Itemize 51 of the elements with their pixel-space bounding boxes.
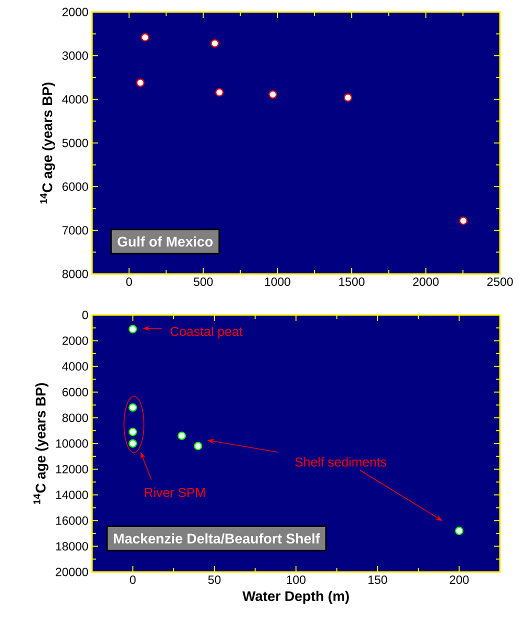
x-tick-label: 2000 (413, 278, 439, 286)
x-axis-title: Water Depth (m) (242, 590, 349, 604)
y-tick-label: 12000 (56, 464, 88, 474)
annotation: Coastal peat (170, 326, 242, 339)
point (178, 432, 186, 440)
x-tick-label: 2500 (487, 278, 513, 286)
y-tick-label: 6000 (62, 388, 88, 396)
x-tick-label: 50 (208, 576, 221, 584)
y-tick-label: 4000 (62, 362, 88, 371)
point (128, 403, 137, 412)
point (140, 33, 150, 42)
point (344, 93, 352, 102)
x-tick-label: 200 (450, 576, 469, 584)
point (128, 324, 137, 334)
y-tick-label: 2000 (62, 336, 88, 345)
y-tick-label: 8000 (62, 270, 88, 278)
x-tick-label: 1000 (265, 278, 290, 286)
annotation: River SPM (145, 488, 205, 498)
text: Mackenzie Delta/Beaufort Shelf (114, 533, 320, 544)
point (128, 439, 137, 448)
y-tick-label: 18000 (56, 542, 88, 551)
text: Gulf of Mexico (118, 236, 213, 247)
y-tick-label: 10000 (56, 439, 88, 448)
y-tick-label: 16000 (56, 516, 88, 525)
point (215, 88, 224, 97)
point (459, 216, 468, 225)
y-tick-label: 8000 (62, 414, 88, 422)
y-tick-label: 5000 (62, 138, 88, 148)
x-tick-label: 1500 (339, 278, 364, 286)
x-tick-label: 100 (286, 576, 306, 584)
y-tick-label: 2000 (62, 8, 88, 16)
y-tick-label: 4000 (62, 95, 88, 104)
y-axis-title: $^{14}$C age (years BP) (34, 383, 48, 504)
annotation: Shelf sediments (295, 457, 386, 467)
x-tick-label: 150 (368, 576, 388, 584)
point (194, 442, 202, 450)
y-tick-label: 3000 (62, 51, 88, 60)
point (268, 90, 278, 99)
y-tick-label: 6000 (62, 182, 88, 191)
point (128, 428, 137, 436)
point (136, 78, 145, 87)
y-tick-label: 0 (82, 310, 88, 320)
point (454, 526, 464, 536)
y-axis-title: $^{14}$C age (years BP) (40, 82, 56, 204)
y-tick-label: 20000 (56, 568, 88, 576)
x-tick-label: 500 (194, 278, 213, 286)
point (210, 39, 220, 48)
y-tick-label: 14000 (56, 490, 88, 500)
y-tick-label: 7000 (62, 226, 88, 235)
x-tick-label: 0 (126, 278, 132, 286)
x-tick-label: 0 (130, 576, 136, 584)
